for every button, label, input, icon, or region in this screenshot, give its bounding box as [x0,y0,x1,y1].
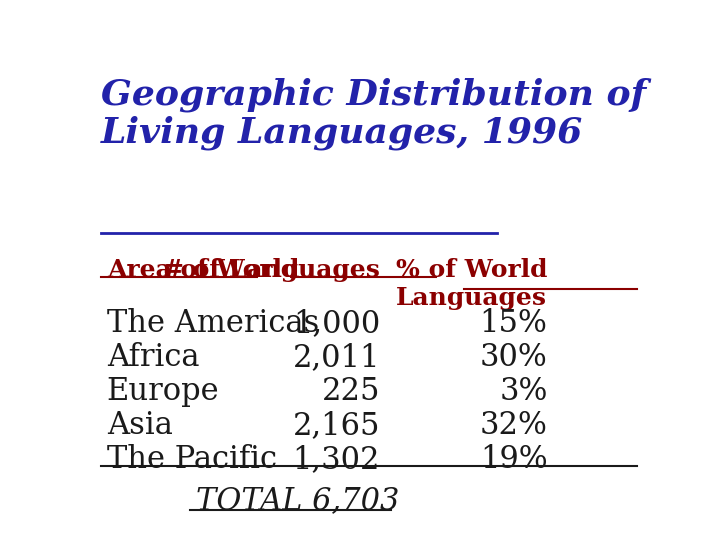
Text: 1,302: 1,302 [292,444,380,475]
Text: # of Languages: # of Languages [163,258,380,282]
Text: 1,000: 1,000 [293,308,380,339]
Text: The Americas: The Americas [107,308,319,339]
Text: The Pacific: The Pacific [107,444,276,475]
Text: 2,165: 2,165 [292,410,380,441]
Text: 32%: 32% [480,410,547,441]
Text: Africa: Africa [107,342,199,373]
Text: 15%: 15% [480,308,547,339]
Text: Geographic Distribution of
Living Languages, 1996: Geographic Distribution of Living Langua… [101,77,647,150]
Text: % of World
Languages: % of World Languages [396,258,547,310]
Text: 2,011: 2,011 [292,342,380,373]
Text: Asia: Asia [107,410,173,441]
Text: 3%: 3% [499,376,547,407]
Text: 225: 225 [322,376,380,407]
Text: Area of World: Area of World [107,258,299,282]
Text: TOTAL 6,703: TOTAL 6,703 [196,485,400,516]
Text: 19%: 19% [480,444,547,475]
Text: 30%: 30% [480,342,547,373]
Text: Europe: Europe [107,376,220,407]
